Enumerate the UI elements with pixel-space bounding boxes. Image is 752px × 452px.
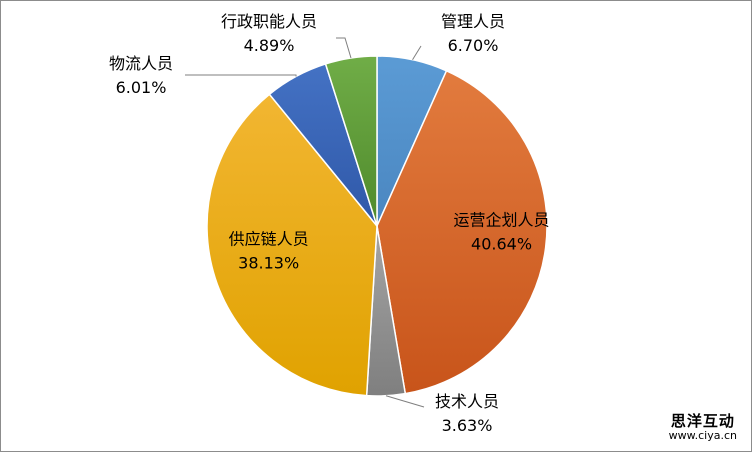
slice-label-运营企划人员: 运营企划人员 40.64% [454,210,550,253]
slice-percent: 3.63% [442,416,493,435]
slice-label-供应链人员: 供应链人员 38.13% [229,229,309,272]
slice-label-技术人员: 技术人员 3.63% [435,392,499,435]
slice-label-行政职能人员: 行政职能人员 4.89% [221,12,317,55]
slice-percent: 6.70% [448,36,499,55]
pie-labels: 管理人员 6.70% 运营企划人员 40.64% 技术人员 3.63% 供应链人员 38.13… [109,12,550,435]
leader-lines [185,37,425,408]
pie-slice-运营企划人员 [376,69,548,395]
watermark-title: 思洋互动 [670,412,735,431]
leader-line-物流人员 [185,74,297,77]
slice-name: 管理人员 [441,12,505,31]
slice-label-管理人员: 管理人员 6.70% [441,12,505,55]
slice-percent: 40.64% [471,234,532,253]
slice-name: 运营企划人员 [454,210,550,229]
leader-line-管理人员 [412,45,422,61]
slice-label-物流人员: 物流人员 6.01% [109,54,173,97]
slice-percent: 6.01% [116,78,167,97]
slice-name: 供应链人员 [229,229,309,248]
leader-line-技术人员 [385,395,425,408]
slice-percent: 38.13% [238,253,299,272]
watermark: 思洋互动 www.ciya.cn [668,412,737,443]
pie-slices [206,55,548,397]
pie-slice-供应链人员 [206,93,378,397]
slice-name: 行政职能人员 [221,12,317,31]
pie-slice-行政职能人员 [324,55,378,227]
watermark-url: www.ciya.cn [668,429,737,443]
slice-name: 物流人员 [109,54,173,73]
slice-name: 技术人员 [435,392,499,411]
leader-line-行政职能人员 [336,37,352,59]
slice-percent: 4.89% [244,36,295,55]
